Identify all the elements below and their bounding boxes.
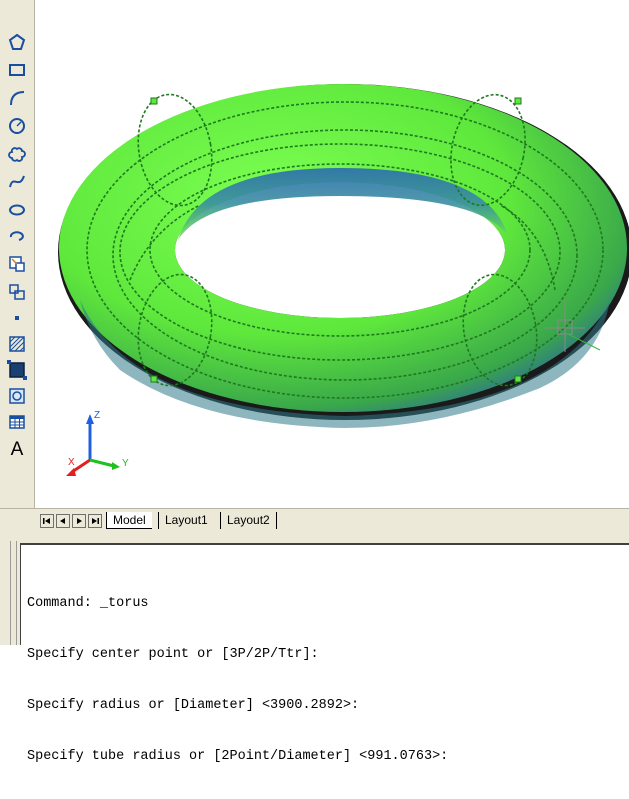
next-arrow-icon xyxy=(77,518,82,524)
command-line-1: Command: _torus xyxy=(27,596,149,611)
first-tab-button[interactable] xyxy=(40,514,54,528)
spline-tool-button[interactable] xyxy=(5,170,29,194)
revision-cloud-tool-button[interactable] xyxy=(5,142,29,166)
command-window-grip[interactable] xyxy=(10,541,17,645)
polygon-icon xyxy=(8,33,26,50)
tab-model[interactable]: Model xyxy=(106,512,152,529)
circle-tool-button[interactable] xyxy=(5,114,29,138)
torus-wireframe xyxy=(86,93,604,399)
last-tab-button[interactable] xyxy=(88,514,102,528)
rectangle-icon xyxy=(9,64,25,76)
previous-arrow-icon xyxy=(60,518,65,524)
ellipse-arc-tool-button[interactable] xyxy=(5,224,29,248)
multiline-text-icon: A xyxy=(10,439,24,460)
line-icon xyxy=(7,2,27,14)
command-line-4: Specify tube radius or [2Point/Diameter]… xyxy=(27,749,449,764)
draw-toolbar: A xyxy=(0,0,35,508)
region-icon xyxy=(9,388,25,404)
table-tool-button[interactable] xyxy=(5,410,29,434)
ucs-x-label: X xyxy=(68,457,75,468)
tab-layout2[interactable]: Layout2 xyxy=(220,512,277,529)
ucs-icon: Z X Y xyxy=(66,410,129,476)
ucs-z-label: Z xyxy=(94,410,100,421)
command-line-window: Command: _torus Specify center point or … xyxy=(0,533,629,764)
insert-block-tool-button[interactable] xyxy=(5,252,29,276)
spline-icon xyxy=(9,175,25,188)
polygon-tool-button[interactable] xyxy=(5,30,29,54)
ellipse-tool-button[interactable] xyxy=(5,198,29,222)
crosshair-icon xyxy=(545,300,601,352)
torus-solid[interactable] xyxy=(58,84,629,428)
first-arrow-icon xyxy=(43,518,50,524)
make-block-tool-button[interactable] xyxy=(5,280,29,304)
command-line-2: Specify center point or [3P/2P/Ttr]: xyxy=(27,647,319,662)
hatch-icon xyxy=(9,336,25,352)
hatch-tool-button[interactable] xyxy=(5,332,29,356)
layout-tab-bar: Model Layout1 Layout2 xyxy=(0,508,629,534)
make-block-icon xyxy=(9,284,25,300)
circle-icon xyxy=(9,118,25,134)
ucs-y-label: Y xyxy=(122,458,129,469)
line-tool-button[interactable] xyxy=(5,2,29,14)
region-tool-button[interactable] xyxy=(5,384,29,408)
tab-layout1[interactable]: Layout1 xyxy=(158,512,214,529)
insert-block-icon xyxy=(9,256,25,272)
command-history[interactable]: Command: _torus Specify center point or … xyxy=(20,543,629,764)
torus-drawing: Z X Y xyxy=(58,84,629,476)
next-tab-button[interactable] xyxy=(72,514,86,528)
arc-tool-button[interactable] xyxy=(5,86,29,110)
table-icon xyxy=(9,415,25,429)
previous-tab-button[interactable] xyxy=(56,514,70,528)
last-arrow-icon xyxy=(92,518,99,524)
multiline-text-tool-button[interactable]: A xyxy=(5,438,29,462)
drawing-viewport[interactable]: Z X Y xyxy=(35,0,629,508)
ellipse-arc-icon xyxy=(9,231,24,241)
selection-grips xyxy=(150,97,522,383)
ellipse-icon xyxy=(9,204,25,216)
gradient-tool-button[interactable] xyxy=(5,358,29,382)
arc-icon xyxy=(10,91,25,106)
point-tool-button[interactable] xyxy=(5,306,29,330)
gradient-icon xyxy=(7,360,27,380)
revision-cloud-icon xyxy=(8,147,26,162)
rectangle-tool-button[interactable] xyxy=(5,58,29,82)
point-icon xyxy=(15,316,19,320)
horizontal-scrollbar[interactable] xyxy=(339,512,629,529)
command-line-3: Specify radius or [Diameter] <3900.2892>… xyxy=(27,698,360,713)
